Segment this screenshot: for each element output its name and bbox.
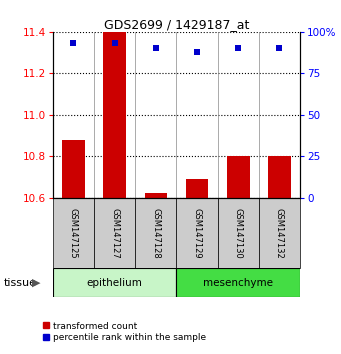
Text: GSM147130: GSM147130 bbox=[234, 207, 243, 258]
Bar bbox=[135, 198, 177, 268]
Text: GSM147129: GSM147129 bbox=[193, 207, 202, 258]
Bar bbox=[177, 268, 300, 297]
Bar bbox=[186, 179, 208, 198]
Title: GDS2699 / 1429187_at: GDS2699 / 1429187_at bbox=[104, 18, 249, 31]
Text: GSM147125: GSM147125 bbox=[69, 207, 78, 258]
Bar bbox=[53, 198, 94, 268]
Legend: transformed count, percentile rank within the sample: transformed count, percentile rank withi… bbox=[39, 318, 210, 346]
Text: GSM147127: GSM147127 bbox=[110, 207, 119, 258]
Text: epithelium: epithelium bbox=[87, 278, 143, 288]
Bar bbox=[103, 32, 126, 198]
Text: GSM147132: GSM147132 bbox=[275, 207, 284, 258]
Text: tissue: tissue bbox=[3, 278, 36, 288]
Text: ▶: ▶ bbox=[32, 278, 40, 288]
Bar bbox=[227, 156, 250, 198]
Bar bbox=[53, 268, 177, 297]
Bar bbox=[94, 198, 135, 268]
Bar bbox=[268, 156, 291, 198]
Bar bbox=[177, 198, 218, 268]
Bar bbox=[145, 193, 167, 198]
Text: GSM147128: GSM147128 bbox=[151, 207, 160, 258]
Text: mesenchyme: mesenchyme bbox=[203, 278, 273, 288]
Bar bbox=[259, 198, 300, 268]
Bar bbox=[62, 139, 85, 198]
Bar bbox=[218, 198, 259, 268]
